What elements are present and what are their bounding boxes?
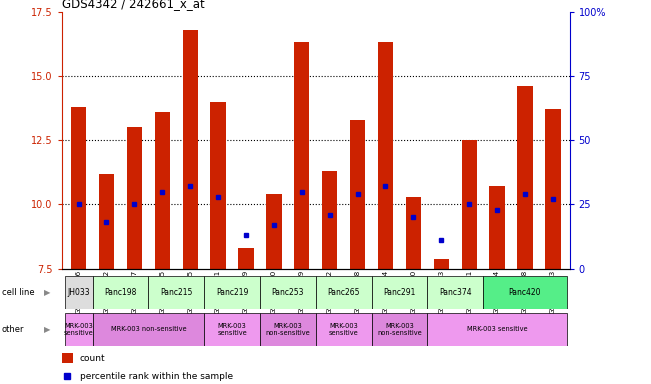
Bar [518,86,533,269]
Bar [490,187,505,269]
Bar [99,174,114,269]
Text: Panc374: Panc374 [439,288,471,297]
Bar [238,248,254,269]
Text: JH033: JH033 [67,288,90,297]
Bar [204,313,260,346]
Bar [372,313,427,346]
Text: Panc291: Panc291 [383,288,415,297]
Bar [71,107,86,269]
Bar [372,276,427,309]
Bar [64,276,92,309]
Bar [154,112,170,269]
Text: MRK-003
sensitive: MRK-003 sensitive [64,323,94,336]
Text: Panc215: Panc215 [160,288,193,297]
Bar [266,194,281,269]
Bar [434,258,449,269]
Bar [350,119,365,269]
Bar [210,101,226,269]
Text: Panc265: Panc265 [327,288,360,297]
Bar [182,30,198,269]
Bar [462,140,477,269]
Bar [316,313,372,346]
Bar [62,353,73,363]
Text: MRK-003
sensitive: MRK-003 sensitive [217,323,247,336]
Bar [260,313,316,346]
Text: percentile rank within the sample: percentile rank within the sample [79,372,233,381]
Text: GDS4342 / 242661_x_at: GDS4342 / 242661_x_at [62,0,204,10]
Text: ▶: ▶ [44,288,51,297]
Text: MRK-003
sensitive: MRK-003 sensitive [329,323,359,336]
Text: Panc219: Panc219 [216,288,248,297]
Bar [545,109,561,269]
Bar [260,276,316,309]
Bar [64,313,92,346]
Bar [92,313,204,346]
Bar [406,197,421,269]
Bar [378,42,393,269]
Bar [427,276,483,309]
Text: MRK-003
non-sensitive: MRK-003 non-sensitive [266,323,311,336]
Bar [92,276,148,309]
Text: other: other [2,325,25,334]
Text: count: count [79,354,105,362]
Bar [322,171,337,269]
Bar [427,313,567,346]
Bar [316,276,372,309]
Text: cell line: cell line [2,288,35,297]
Text: Panc198: Panc198 [104,288,137,297]
Text: Panc253: Panc253 [271,288,304,297]
Bar [483,276,567,309]
Bar [148,276,204,309]
Bar [294,42,309,269]
Text: MRK-003
non-sensitive: MRK-003 non-sensitive [377,323,422,336]
Text: MRK-003 sensitive: MRK-003 sensitive [467,326,527,332]
Bar [127,127,142,269]
Bar [204,276,260,309]
Text: ▶: ▶ [44,325,51,334]
Text: Panc420: Panc420 [508,288,541,297]
Text: MRK-003 non-sensitive: MRK-003 non-sensitive [111,326,186,332]
